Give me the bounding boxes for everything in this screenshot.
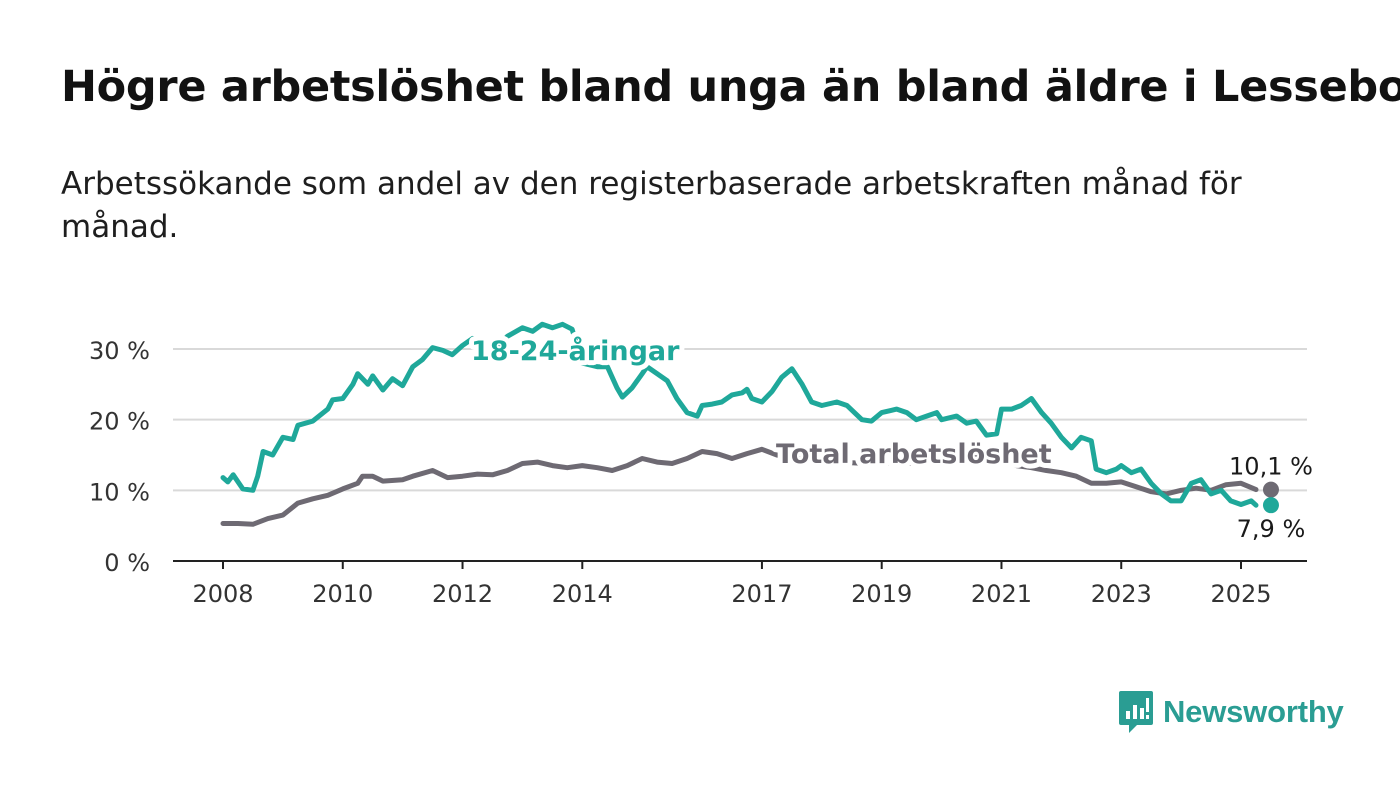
- series-label-young-halo: 18-24-åringar: [471, 335, 680, 367]
- series-label-total: Total arbetslöshet: [776, 439, 1052, 470]
- series-label-young: 18-24-åringar: [471, 335, 680, 367]
- y-tick-label: 10 %: [89, 478, 150, 506]
- brand-name: Newsworthy: [1163, 694, 1344, 729]
- brand-logo[interactable]: Newsworthy: [1117, 688, 1344, 736]
- series-end-label: 7,9 %: [1237, 515, 1306, 543]
- y-tick-label: 0 %: [104, 549, 150, 577]
- x-tick-label: 2012: [432, 580, 493, 608]
- chart-title: Högre arbetslöshet bland unga än bland ä…: [61, 62, 1400, 112]
- series-end-marker: [1262, 481, 1279, 498]
- x-tick-label: 2023: [1091, 580, 1152, 608]
- x-tick-label: 2021: [971, 580, 1032, 608]
- x-tick-label: 2017: [731, 580, 792, 608]
- y-tick-label: 30 %: [89, 337, 150, 365]
- x-tick-label: 2008: [192, 580, 253, 608]
- chart-subtitle: Arbetssökande som andel av den registerb…: [61, 166, 1242, 245]
- series-line: [220, 446, 1259, 527]
- series-end-marker: [1262, 497, 1279, 514]
- x-tick-label: 2019: [851, 580, 912, 608]
- x-tick-label: 2014: [552, 580, 613, 608]
- x-tick-label: 2010: [312, 580, 373, 608]
- series-end-label: 10,1 %: [1229, 453, 1313, 481]
- newsworthy-logo-icon: [1119, 691, 1153, 733]
- y-tick-label: 20 %: [89, 408, 150, 436]
- x-tick-label: 2025: [1210, 580, 1271, 608]
- series-label-total-halo: Total arbetslöshet: [776, 439, 1052, 470]
- series-line: [220, 321, 1259, 508]
